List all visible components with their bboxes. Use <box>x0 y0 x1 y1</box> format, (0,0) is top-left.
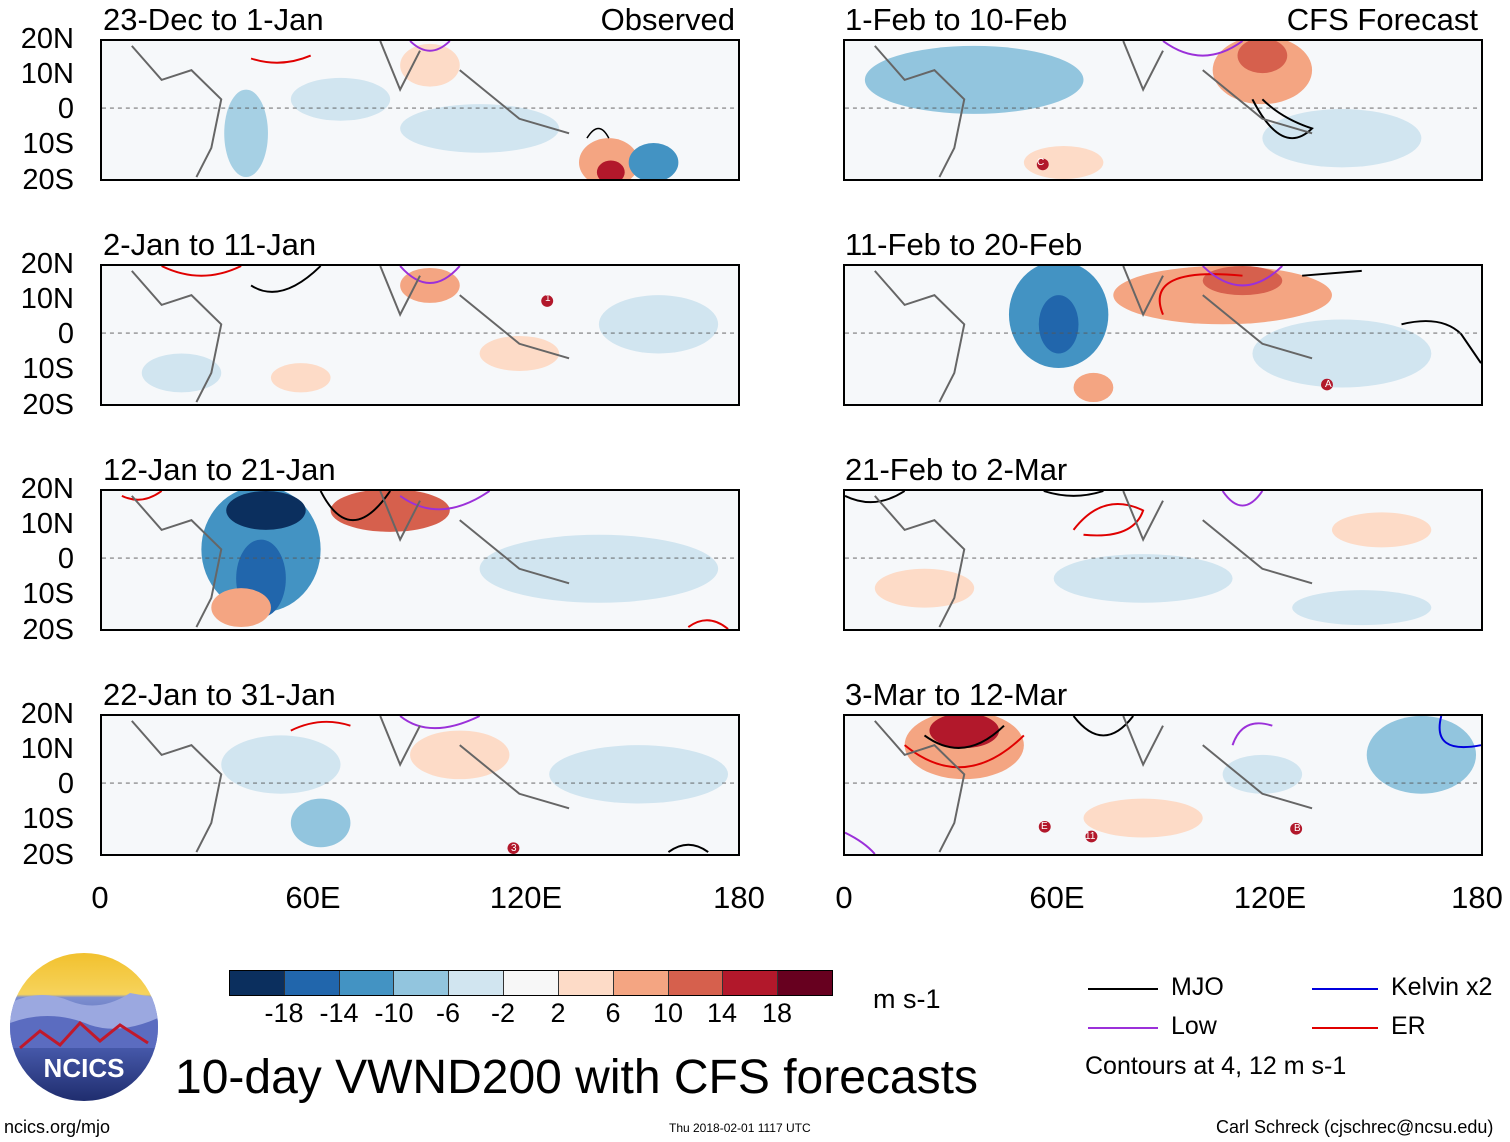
colorbar-label: 18 <box>761 998 793 1028</box>
lat-label: 20S <box>22 164 74 196</box>
colorbar-label: -14 <box>319 998 359 1028</box>
colorbar-label: 2 <box>550 998 566 1028</box>
lat-label: 10S <box>22 578 74 610</box>
panel-title: 21-Feb to 2-Mar <box>845 452 1068 487</box>
colorbar-units: m s-1 <box>873 984 941 1014</box>
lat-label: 20N <box>20 248 74 280</box>
colorbar-swatch <box>668 971 724 995</box>
colorbar-label: -6 <box>435 998 460 1028</box>
lon-label: 120E <box>489 880 563 915</box>
lon-label: 180 <box>1451 880 1503 915</box>
panel-title: 22-Jan to 31-Jan <box>103 677 336 712</box>
legend-line-er <box>1312 1027 1378 1029</box>
panel-title: 3-Mar to 12-Mar <box>845 677 1068 712</box>
panel-title: 12-Jan to 21-Jan <box>103 452 336 487</box>
main-title: 10-day VWND200 with CFS forecasts <box>175 1051 978 1104</box>
lat-label: 10N <box>20 283 74 315</box>
legend-line-kelvin <box>1312 988 1378 990</box>
map-panel-fcst-4 <box>843 714 1483 856</box>
lon-label: 60E <box>285 880 341 915</box>
footer-url: ncics.org/mjo <box>4 1117 111 1137</box>
storm-marker: A <box>1325 379 1332 390</box>
colorbar-label: 6 <box>605 998 621 1028</box>
footer-author: Carl Schreck (cjschrec@ncsu.edu) <box>1216 1117 1494 1137</box>
lat-label: 10N <box>20 58 74 90</box>
footer-timestamp: Thu 2018-02-01 1117 UTC <box>669 1121 811 1135</box>
lat-label: 10S <box>22 128 74 160</box>
panel-title: 11-Feb to 20-Feb <box>845 227 1083 262</box>
map-panel-fcst-2 <box>843 264 1483 406</box>
lon-label: 0 <box>835 880 853 915</box>
lat-label: 10S <box>22 803 74 835</box>
lat-label: 10N <box>20 508 74 540</box>
legend-label: Low <box>1171 1012 1217 1040</box>
ncics-logo: NCICS <box>10 953 158 1101</box>
storm-marker: 1 <box>545 293 551 304</box>
colorbar-swatch <box>394 971 450 995</box>
storm-marker: C <box>1037 157 1045 168</box>
colorbar-label: -2 <box>490 998 515 1028</box>
storm-marker: 3 <box>511 843 517 854</box>
map-panel-obs-1 <box>100 39 740 181</box>
legend-label: ER <box>1391 1012 1426 1040</box>
legend-line-mjo <box>1088 988 1158 990</box>
legend-label: Kelvin x2 <box>1391 973 1493 1001</box>
observed-header: Observed <box>600 2 735 37</box>
map-panel-obs-3 <box>100 489 740 631</box>
map-panel-obs-4 <box>100 714 740 856</box>
legend-label: MJO <box>1171 973 1224 1001</box>
lat-label: 20N <box>20 698 74 730</box>
colorbar-label: -10 <box>374 998 414 1028</box>
lon-label: 120E <box>1233 880 1307 915</box>
lat-label: 0 <box>57 318 74 350</box>
lat-label: 0 <box>57 93 74 125</box>
storm-marker: B <box>1294 823 1301 834</box>
colorbar-swatch <box>449 971 505 995</box>
colorbar-swatch <box>558 971 614 995</box>
colorbar-swatch <box>613 971 669 995</box>
map-panel-obs-2 <box>100 264 740 406</box>
lon-label: 180 <box>713 880 765 915</box>
colorbar-swatch <box>504 971 559 995</box>
panel-title: 1-Feb to 10-Feb <box>845 2 1068 37</box>
lat-label: 0 <box>57 543 74 575</box>
colorbar-swatch <box>230 971 285 995</box>
storm-marker: 11 <box>1085 831 1096 842</box>
lon-label: 0 <box>91 880 109 915</box>
map-panel-fcst-1 <box>843 39 1483 181</box>
lat-label: 20N <box>20 23 74 55</box>
lat-label: 20S <box>22 614 74 646</box>
lat-label: 20N <box>20 473 74 505</box>
panel-title: 2-Jan to 11-Jan <box>103 227 317 262</box>
colorbar-swatch <box>723 971 779 995</box>
colorbar <box>229 970 833 996</box>
contour-note: Contours at 4, 12 m s-1 <box>1085 1052 1347 1080</box>
colorbar-swatch <box>284 971 340 995</box>
lat-label: 20S <box>22 839 74 871</box>
colorbar-label: 14 <box>706 998 738 1028</box>
lat-label: 10N <box>20 733 74 765</box>
colorbar-label: -18 <box>264 998 304 1028</box>
colorbar-swatch <box>778 971 832 995</box>
map-panel-fcst-3 <box>843 489 1483 631</box>
legend-line-low <box>1088 1027 1158 1029</box>
storm-marker: E <box>1041 821 1048 832</box>
lat-label: 20S <box>22 389 74 421</box>
lat-label: 0 <box>57 768 74 800</box>
lat-label: 10S <box>22 353 74 385</box>
forecast-header: CFS Forecast <box>1286 2 1478 37</box>
colorbar-swatch <box>339 971 395 995</box>
logo-text: NCICS <box>43 1053 125 1083</box>
lon-label: 60E <box>1029 880 1085 915</box>
panel-title: 23-Dec to 1-Jan <box>103 2 324 37</box>
colorbar-label: 10 <box>652 998 684 1028</box>
